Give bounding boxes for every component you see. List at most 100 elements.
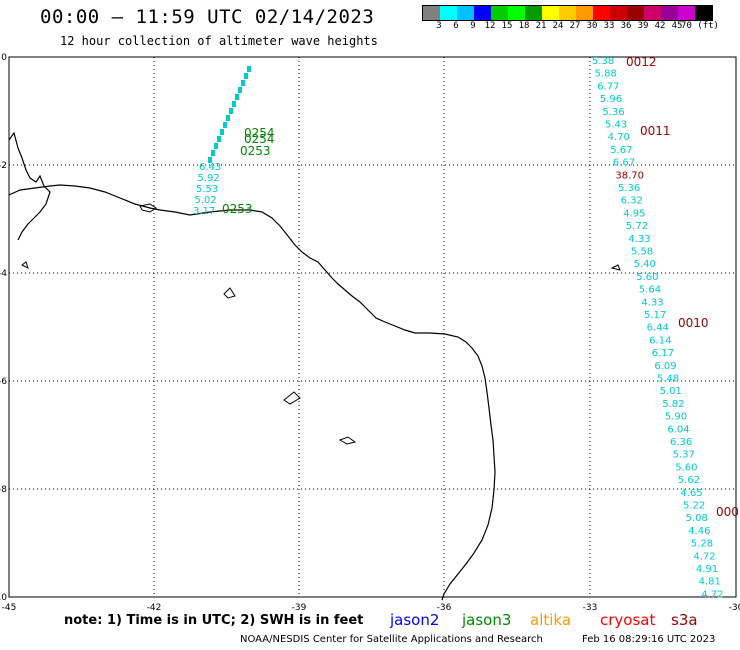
track-value-label: 5.01 — [660, 386, 682, 397]
map-frame — [8, 56, 737, 598]
track-value-label: 5.60 — [675, 462, 697, 473]
track-value-label: 6.77 — [597, 81, 619, 92]
track-value-label: 5.22 — [683, 501, 705, 512]
track-time-label: 0010 — [678, 316, 709, 330]
scale-swatch — [508, 6, 525, 20]
island-fernando — [223, 287, 236, 299]
timestamp-text: Feb 16 08:29:16 UTC 2023 — [582, 634, 716, 645]
legend-item-s3a: s3a — [671, 611, 698, 629]
track-value-label: 6.14 — [649, 335, 671, 346]
track-value-label: 6.44 — [647, 323, 669, 334]
y-tick-label: 0 — [1, 53, 7, 63]
scale-swatch — [644, 6, 661, 20]
track-value-label: 4.33 — [628, 234, 650, 245]
track-value-label: 5.48 — [657, 374, 679, 385]
cyan-track: 5.38 5.886.77 5.96 5.36 5.434.70 5.67 6.6738.7… — [592, 55, 739, 600]
track-value-label: 6.67 — [613, 158, 635, 169]
track-time-label: 0254 — [244, 126, 275, 140]
scale-label: 15 — [501, 21, 513, 31]
island-small — [610, 264, 621, 271]
track-time-label: 0253 — [222, 202, 253, 216]
page-title: 00:00 – 11:59 UTC 02/14/2023 — [40, 6, 375, 28]
track-value-label: 5.40 — [634, 259, 656, 270]
track-value-label: 6.17 — [652, 348, 674, 359]
scale-label: 18 — [518, 21, 530, 31]
scale-label: 6 — [453, 21, 459, 31]
track-value-label: 5.72 — [626, 221, 648, 232]
track-value-label: 4.81 — [699, 577, 721, 588]
track-value-label: 4.70 — [608, 132, 630, 143]
track-value-label: 6.09 — [654, 361, 676, 372]
credit-text: NOAA/NESDIS Center for Satellite Applica… — [240, 634, 543, 645]
track-value-label: 5.28 — [691, 539, 713, 550]
scale-swatch — [525, 6, 542, 20]
scale-swatch — [559, 6, 576, 20]
y-tick-label: -10 — [0, 593, 7, 603]
scale-swatch — [610, 6, 627, 20]
track-value-label: 6.04 — [667, 424, 689, 435]
color-scale-labels: 3 6 9 12 15 18 21 24 27 30 33 36 39 42 45 70 (ft) — [422, 21, 740, 33]
track-value-label: 5.58 — [631, 247, 653, 258]
coastline-north — [8, 131, 51, 241]
y-tick-label: -4 — [0, 269, 7, 279]
scale-swatch — [678, 6, 695, 20]
note-text: note: 1) Time is in UTC; 2) SWH is in fe… — [64, 613, 364, 628]
track-value-label: 6.36 — [670, 437, 692, 448]
track-value-label: 5.88 — [595, 69, 617, 80]
legend-item-altika: altika — [530, 611, 572, 629]
scale-swatch — [542, 6, 559, 20]
track-value-label: 5.53 — [196, 184, 218, 195]
axis-tick-labels: -45 -42 -39 -36 -33 -30 0 -2 -4 -6 -8 -10 — [0, 53, 740, 613]
track-value-label: 6.32 — [621, 196, 643, 207]
x-tick-label: -42 — [147, 603, 162, 613]
scale-label: 33 — [603, 21, 615, 31]
scale-label: 9 — [470, 21, 476, 31]
track-value-label: 4.72 — [701, 589, 723, 600]
track-value-label: 4.91 — [696, 564, 718, 575]
scale-label: 21 — [535, 21, 547, 31]
scale-swatch — [423, 6, 440, 20]
track-value-label: 4.65 — [680, 488, 702, 499]
island-rocas — [283, 391, 301, 405]
x-tick-label: -39 — [292, 603, 307, 613]
x-tick-label: -30 — [729, 603, 740, 613]
legend-item-jason3: jason3 — [462, 611, 512, 629]
track-value-label: 4.72 — [693, 551, 715, 562]
scale-label: 12 — [484, 21, 496, 31]
track-value-label: 5.92 — [198, 173, 220, 184]
track-value-label: 5.37 — [673, 450, 695, 461]
legend-item-cryosat: cryosat — [600, 611, 656, 629]
scale-label: 27 — [569, 21, 581, 31]
scale-swatch — [627, 6, 644, 20]
scale-swatch — [576, 6, 593, 20]
scale-label: 70 (ft) — [681, 21, 719, 31]
track-value-label: 5.60 — [636, 272, 658, 283]
x-tick-label: -33 — [583, 603, 598, 613]
track-value-label: 5.36 — [602, 107, 624, 118]
scale-label: 42 — [654, 21, 666, 31]
coastline-islet-b — [21, 261, 29, 269]
scale-label: 45 — [671, 21, 683, 31]
scale-label: 24 — [552, 21, 564, 31]
track-value-label: 6.43 — [199, 162, 221, 173]
page-subtitle: 12 hour collection of altimeter wave hei… — [60, 34, 378, 48]
scale-swatch — [457, 6, 474, 20]
track-time-label: 0011 — [640, 124, 671, 138]
scale-swatch — [491, 6, 508, 20]
track-value-label: 5.64 — [639, 285, 661, 296]
track-value-label: 4.95 — [623, 208, 645, 219]
scale-swatch — [695, 6, 712, 20]
track-value-label: 5.38 — [592, 56, 614, 67]
x-tick-label: -45 — [2, 603, 17, 613]
track-value-label: 38.70 — [615, 170, 644, 181]
track-value-label: 5.67 — [610, 145, 632, 156]
scale-label: 3 — [436, 21, 442, 31]
legend-item-jason2: jason2 — [390, 611, 440, 629]
track-time-label: 0253 — [240, 144, 271, 158]
track-value-label: 4.46 — [688, 526, 710, 537]
track-value-label: 4.33 — [641, 297, 663, 308]
track-value-label: 5.43 — [605, 120, 627, 131]
coastline-brazil — [8, 184, 496, 601]
track-time-label: 0254 — [244, 132, 275, 146]
